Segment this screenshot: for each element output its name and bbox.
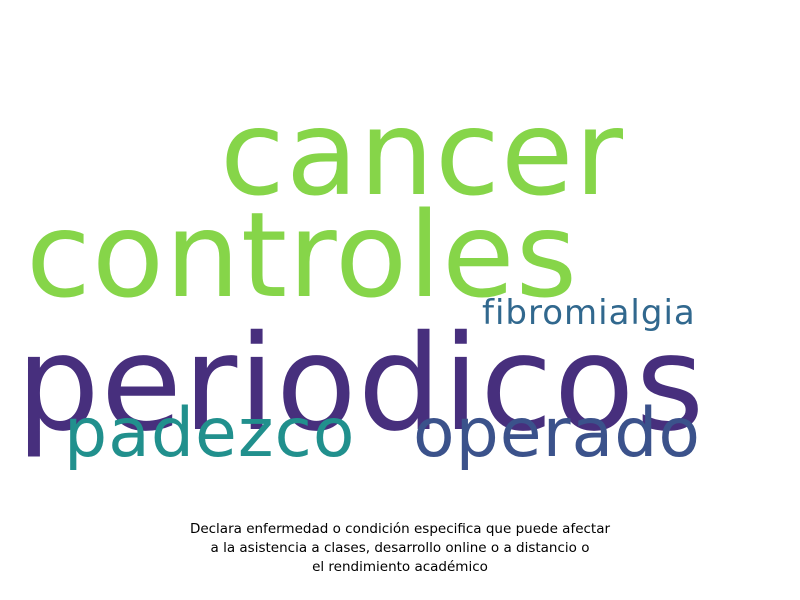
word-controles: controles	[26, 186, 579, 324]
caption-line-2: a la asistencia a clases, desarrollo onl…	[210, 540, 590, 556]
word-operado: operado	[413, 394, 701, 473]
word-periodicos: periodicos	[16, 307, 706, 461]
word-cancer: cancer	[220, 84, 624, 222]
word-fibromialgia: fibromialgia	[482, 293, 696, 333]
caption-line-3: el rendimiento académico	[312, 559, 488, 575]
caption-line-1: Declara enfermedad o condición especific…	[189, 521, 611, 537]
word-padezco: padezco	[64, 394, 356, 473]
figure-caption: Declara enfermedad o condición especific…	[0, 520, 800, 577]
